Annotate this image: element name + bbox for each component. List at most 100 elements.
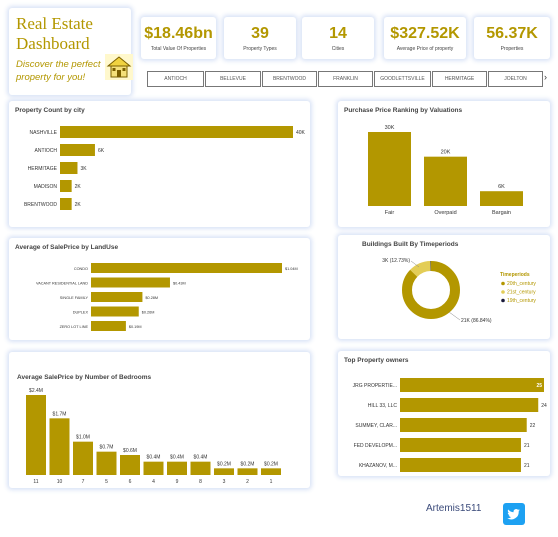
kpi-total-value: $18.46bn Total Value Of Properties — [141, 17, 216, 59]
chart-price-ranking: 30K Fair 20K Overpaid 6K Bargain — [368, 125, 523, 216]
slice-label: 21K (86.84%) — [461, 318, 492, 324]
bar — [73, 441, 93, 475]
city-button-joelton[interactable]: JOELTON — [488, 71, 543, 87]
kpi-properties: 56.37K Properties — [474, 17, 550, 59]
category-label: DUPLEX — [73, 311, 89, 315]
data-label: $0.2M — [241, 461, 255, 467]
category-label: JRG PROPERTIE... — [353, 383, 397, 389]
data-label: $1.0M — [76, 435, 90, 441]
data-label: $0.19M — [129, 325, 142, 329]
city-button-bellevue[interactable]: BELLEVUE — [205, 71, 261, 87]
data-label: 3K — [80, 166, 87, 172]
bar — [424, 156, 467, 206]
category-label: ANTIOCH — [35, 148, 58, 154]
data-label: 6K — [98, 148, 105, 154]
category-label: KHAZANOV, M... — [359, 463, 397, 469]
chart-timeperiods: 21K (86.84%) 3K (12.73%) Timeperiods 20th_c… — [382, 258, 536, 324]
legend-marker — [501, 290, 505, 294]
category-label: HILL 33, LLC — [368, 403, 398, 409]
house-icon — [105, 54, 133, 80]
city-button-goodlettsville[interactable]: GOODLETTSVILLE — [374, 71, 431, 87]
chart-card-bedrooms: Average SalePrice by Number of Bedrooms … — [9, 352, 310, 488]
data-label: $0.2M — [217, 461, 231, 467]
category-label: VACANT RESIDENTIAL LAND — [36, 282, 88, 286]
dashboard-title: Real Estate Dashboard — [16, 14, 93, 53]
category-label: 10 — [57, 479, 63, 485]
bar — [91, 306, 139, 317]
data-label: 21 — [524, 443, 530, 449]
data-label: $0.4M — [194, 455, 208, 461]
chart-landuse: CONDO $1.04M VACANT RESIDENTIAL LAND $0.43M… — [36, 263, 298, 331]
pie-slice — [402, 261, 460, 319]
bar — [167, 461, 187, 475]
city-button-hermitage[interactable]: HERMITAGE — [432, 71, 487, 87]
legend-entry: 19th_century — [507, 298, 536, 304]
data-label: $0.26M — [142, 311, 155, 315]
pie-slice — [402, 261, 460, 319]
bar — [400, 438, 521, 452]
bar — [400, 398, 539, 412]
bar — [237, 468, 258, 475]
chart-card-timeperiods: Buildings Built By Timeperiods 21K (86.8… — [338, 235, 550, 339]
category-label: SINGLE FAMILY — [60, 296, 89, 300]
leader-line — [410, 260, 420, 268]
category-label: MADISON — [34, 184, 58, 190]
bar — [26, 395, 46, 475]
chart-count-city: NASHVILLE 40K ANTIOCH 6K HERMITAGE 3K MADISON 2… — [24, 126, 306, 210]
bar — [120, 455, 140, 475]
category-label: CONDO — [74, 267, 88, 271]
data-label: 6K — [498, 184, 505, 190]
author-handle: Artemis1511 — [426, 503, 482, 514]
twitter-icon[interactable] — [503, 503, 525, 525]
category-label: HERMITAGE — [28, 166, 58, 172]
bar — [400, 458, 521, 472]
header-card: Real Estate Dashboard Discover the perfe… — [9, 8, 133, 95]
data-label: $0.6M — [123, 448, 137, 454]
chevron-right-icon[interactable]: › — [544, 72, 547, 82]
data-label: $0.2M — [264, 461, 278, 467]
bar — [91, 321, 126, 331]
category-label: 8 — [199, 479, 202, 485]
bar — [400, 418, 527, 432]
city-button-antioch[interactable]: ANTIOCH — [147, 71, 204, 87]
chart-card-owners: Top Property owners JRG PROPERTIE... 25 HI… — [338, 351, 550, 476]
data-label: $0.4M — [170, 455, 184, 461]
bar — [60, 126, 293, 138]
bar — [60, 180, 72, 192]
bar — [261, 468, 281, 475]
data-label: 21 — [524, 463, 530, 469]
bar — [60, 144, 95, 156]
legend-entry: 21st_century — [507, 290, 536, 296]
data-label: 25 — [536, 383, 542, 389]
data-label: $1.04M — [285, 267, 298, 271]
legend-marker — [501, 281, 505, 286]
category-label: BRENTWOOD — [24, 202, 57, 208]
data-label: 40K — [296, 130, 306, 136]
kpi-cities: 14 Cities — [302, 17, 374, 59]
data-label: 2K — [75, 184, 82, 190]
category-label: 7 — [82, 479, 85, 485]
category-label: 3 — [223, 479, 226, 485]
data-label: 22 — [530, 423, 536, 429]
data-label: 2K — [75, 202, 82, 208]
bar — [49, 418, 70, 475]
city-button-franklin[interactable]: FRANKLIN — [318, 71, 373, 87]
legend-marker — [501, 298, 505, 303]
category-label: 2 — [246, 479, 249, 485]
city-button-brentwood[interactable]: BRENTWOOD — [262, 71, 317, 87]
data-label: 30K — [385, 125, 395, 131]
data-label: $0.7M — [100, 445, 114, 451]
category-label: Bargain — [492, 210, 511, 216]
category-label: Overpaid — [434, 210, 456, 216]
bar — [368, 132, 411, 206]
chart-card-count-city: Property Count by city NASHVILLE 40K ANTIO… — [9, 101, 310, 227]
bar — [400, 378, 544, 392]
chart-owners: JRG PROPERTIE... 25 HILL 33, LLC 24 SUMMEY, … — [353, 378, 547, 472]
bar — [60, 198, 72, 210]
kpi-average-price: $327.52K Average Price of property — [384, 17, 466, 59]
kpi-property-types: 39 Property Types — [224, 17, 296, 59]
category-label: Fair — [385, 210, 395, 216]
bar — [480, 191, 523, 206]
category-label: SUMMEY, CLAR... — [355, 423, 397, 429]
category-label: 6 — [129, 479, 132, 485]
